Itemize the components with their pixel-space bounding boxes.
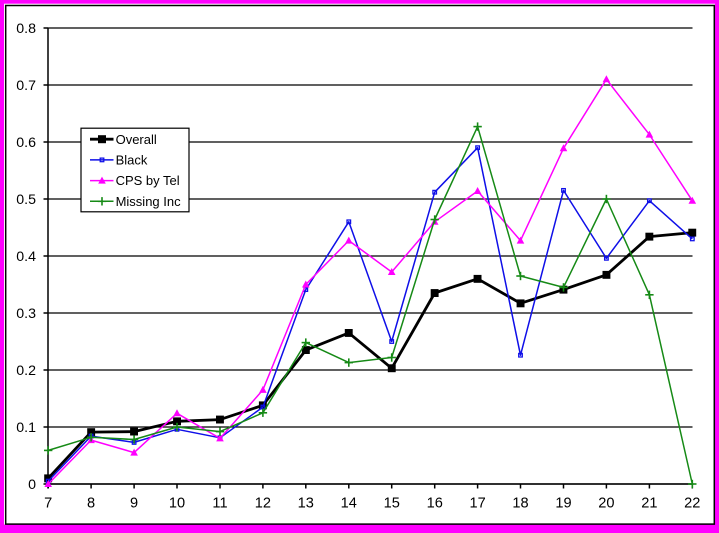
- svg-text:0.8: 0.8: [16, 21, 36, 37]
- svg-text:0.2: 0.2: [16, 363, 36, 379]
- svg-text:0.3: 0.3: [16, 306, 36, 322]
- svg-text:18: 18: [512, 495, 528, 511]
- svg-text:0.1: 0.1: [16, 420, 36, 436]
- svg-text:0.6: 0.6: [16, 135, 36, 151]
- svg-text:19: 19: [555, 495, 571, 511]
- svg-text:Missing Inc: Missing Inc: [116, 194, 182, 209]
- svg-text:13: 13: [298, 495, 314, 511]
- svg-text:15: 15: [384, 495, 400, 511]
- svg-text:10: 10: [169, 495, 185, 511]
- svg-text:0.7: 0.7: [16, 78, 36, 94]
- svg-text:11: 11: [212, 495, 227, 511]
- svg-text:7: 7: [44, 495, 52, 511]
- svg-text:16: 16: [427, 495, 443, 511]
- svg-text:0.4: 0.4: [16, 249, 36, 265]
- svg-text:14: 14: [341, 495, 357, 511]
- svg-text:22: 22: [684, 495, 700, 511]
- svg-text:20: 20: [598, 495, 614, 511]
- svg-text:9: 9: [130, 495, 138, 511]
- svg-text:Black: Black: [116, 153, 148, 168]
- svg-text:12: 12: [255, 495, 271, 511]
- svg-text:CPS by Tel: CPS by Tel: [116, 173, 180, 188]
- svg-text:0: 0: [28, 477, 36, 493]
- svg-text:21: 21: [641, 495, 657, 511]
- svg-text:Overall: Overall: [116, 132, 157, 147]
- svg-text:17: 17: [469, 495, 485, 511]
- svg-text:8: 8: [87, 495, 95, 511]
- svg-text:0.5: 0.5: [16, 192, 36, 208]
